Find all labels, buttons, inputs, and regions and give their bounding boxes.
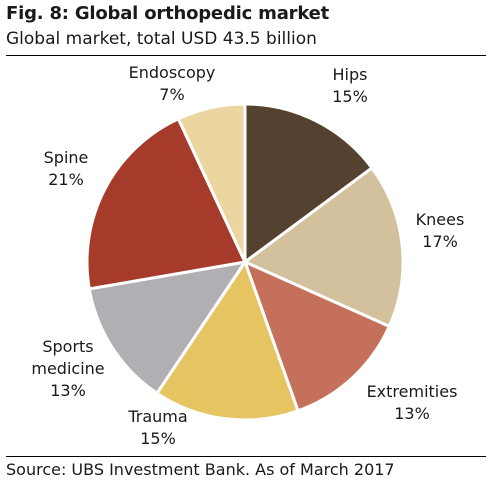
bottom-divider xyxy=(6,456,486,457)
pie-slice-sports-medicine xyxy=(87,260,247,395)
pie-slice-extremities xyxy=(243,260,391,413)
pie-slice-knees xyxy=(243,166,405,328)
slice-label-sports-medicine: Sports medicine 13% xyxy=(31,337,104,400)
chart-title: Fig. 8: Global orthopedic market xyxy=(6,3,330,24)
slice-label-extremities: Extremities 13% xyxy=(367,382,458,423)
slice-label-knees: Knees 17% xyxy=(416,210,465,251)
pie-slice-endoscopy xyxy=(176,102,247,264)
pie-slice-trauma xyxy=(155,260,300,422)
pie-slice-hips xyxy=(243,102,374,264)
slice-label-endoscopy: Endoscopy 7% xyxy=(129,63,216,104)
slice-label-trauma: Trauma 15% xyxy=(127,407,187,448)
slice-label-hips: Hips 15% xyxy=(332,65,368,106)
pie-labels: Hips 15% Knees 17% Extremities 13% Trauma 15% Sp… xyxy=(31,63,464,448)
slice-label-spine: Spine 21% xyxy=(44,148,89,189)
pie-slice-spine xyxy=(85,117,247,291)
chart-subtitle: Global market, total USD 43.5 billion xyxy=(6,29,317,49)
pie-slices xyxy=(85,102,405,422)
source-note: Source: UBS Investment Bank. As of March… xyxy=(6,460,395,479)
top-divider xyxy=(6,55,486,56)
